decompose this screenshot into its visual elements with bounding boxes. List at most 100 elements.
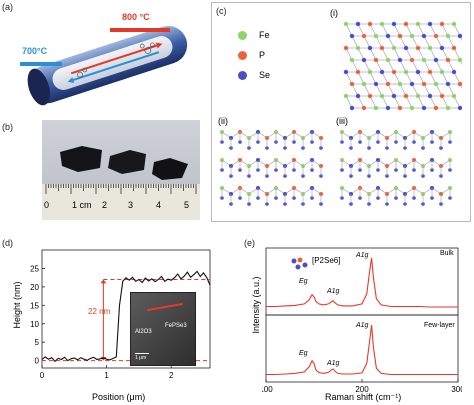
- ruler-ticks: [45, 184, 197, 194]
- atom: [415, 21, 421, 27]
- structure-label-iii: (iii): [336, 116, 348, 126]
- atom: [379, 45, 385, 51]
- atom: [457, 81, 462, 87]
- y-tick-label-d: 10: [30, 320, 39, 329]
- atom: [355, 21, 361, 27]
- bond: [369, 71, 377, 85]
- atom: [391, 69, 397, 75]
- hot-temp-label: 800 °C: [122, 12, 150, 22]
- atom: [349, 33, 355, 39]
- atom: [403, 45, 409, 51]
- bond: [453, 95, 461, 109]
- atom: [361, 81, 367, 87]
- bond: [429, 95, 437, 109]
- panel-a-tube-illustration: [20, 25, 188, 106]
- bond: [411, 35, 419, 49]
- bond: [369, 47, 377, 61]
- x-tick-label-d: 1: [104, 371, 109, 380]
- legend-item-p: P: [238, 50, 270, 60]
- bond: [351, 59, 359, 73]
- crystal-photo: [42, 120, 200, 220]
- atom: [433, 57, 439, 63]
- bond: [393, 95, 401, 109]
- inset-scale-label: 1 μm: [135, 355, 147, 361]
- atom: [403, 93, 409, 99]
- atom: [427, 93, 433, 99]
- atom: [355, 69, 361, 75]
- panel-b-label: (b): [2, 122, 13, 132]
- bond: [357, 95, 365, 109]
- atom: [391, 93, 397, 99]
- ruler-label-4: 4: [156, 200, 162, 210]
- panel-d-label: (d): [2, 238, 13, 248]
- atom: [439, 45, 445, 51]
- bond: [447, 83, 455, 97]
- atom: [451, 69, 457, 75]
- panel-e-xlabel: Raman shift (cm⁻¹): [325, 392, 402, 402]
- atom: [361, 57, 367, 63]
- atom: [427, 69, 433, 75]
- atom: [343, 45, 349, 51]
- panel-d-xlabel: Position (μm): [92, 392, 146, 402]
- atom: [367, 93, 373, 99]
- lattice-side-view-iii: [340, 130, 452, 206]
- atom: [439, 21, 445, 27]
- bond: [381, 95, 389, 109]
- bond: [393, 71, 401, 85]
- crystal-3: [152, 158, 188, 180]
- atom: [433, 33, 439, 39]
- bond: [345, 71, 353, 85]
- ruler-label-2: 2: [102, 200, 108, 210]
- crystal-2: [108, 150, 146, 174]
- atom: [355, 45, 361, 51]
- atom: [439, 93, 445, 99]
- hot-arrow: [70, 44, 158, 75]
- x-tick-label-e: 200: [355, 385, 369, 392]
- bond: [417, 95, 425, 109]
- se-atom-icon: [238, 70, 247, 80]
- atom: [445, 105, 451, 111]
- atom: [367, 21, 373, 27]
- atom: [421, 57, 427, 63]
- y-tick-label-d: 20: [30, 283, 39, 292]
- atom: [349, 57, 355, 63]
- bond: [423, 59, 431, 73]
- atom: [397, 33, 403, 39]
- bond: [345, 47, 353, 61]
- legend-label-p: P: [259, 50, 266, 60]
- bond: [441, 95, 449, 109]
- arrow-head-up: [100, 279, 107, 284]
- bond: [417, 23, 425, 37]
- atom: [409, 57, 415, 63]
- bond: [357, 23, 365, 37]
- precursor-crystal-icon: [139, 42, 155, 54]
- atom: [373, 105, 379, 111]
- atom: [451, 21, 457, 27]
- atom: [385, 33, 391, 39]
- legend-label-fe: Fe: [259, 30, 270, 40]
- bond: [411, 59, 419, 73]
- atom: [361, 33, 367, 39]
- bond: [459, 35, 462, 41]
- atom: [445, 81, 451, 87]
- cluster-label: [P2Se6]: [312, 256, 341, 265]
- peak-label-a1g-small-bulk: A1g: [327, 288, 340, 295]
- bond: [453, 71, 461, 85]
- bond: [399, 35, 407, 49]
- bond: [399, 59, 407, 73]
- bond: [357, 71, 365, 85]
- atom: [379, 69, 385, 75]
- atom: [445, 57, 451, 63]
- atom: [403, 69, 409, 75]
- peak-label-eg-few: Eg: [299, 350, 308, 357]
- bond: [399, 83, 407, 97]
- bond: [375, 83, 383, 97]
- cold-temp-label: 700°C: [22, 46, 48, 56]
- plot-frame-d: [41, 249, 211, 369]
- atom: [343, 69, 349, 75]
- atom: [433, 81, 439, 87]
- peak-label-a1g-main-bulk: A1g: [356, 252, 369, 259]
- atom: [415, 93, 421, 99]
- few-layer-label: Few-layer: [424, 322, 455, 329]
- bond: [345, 23, 353, 37]
